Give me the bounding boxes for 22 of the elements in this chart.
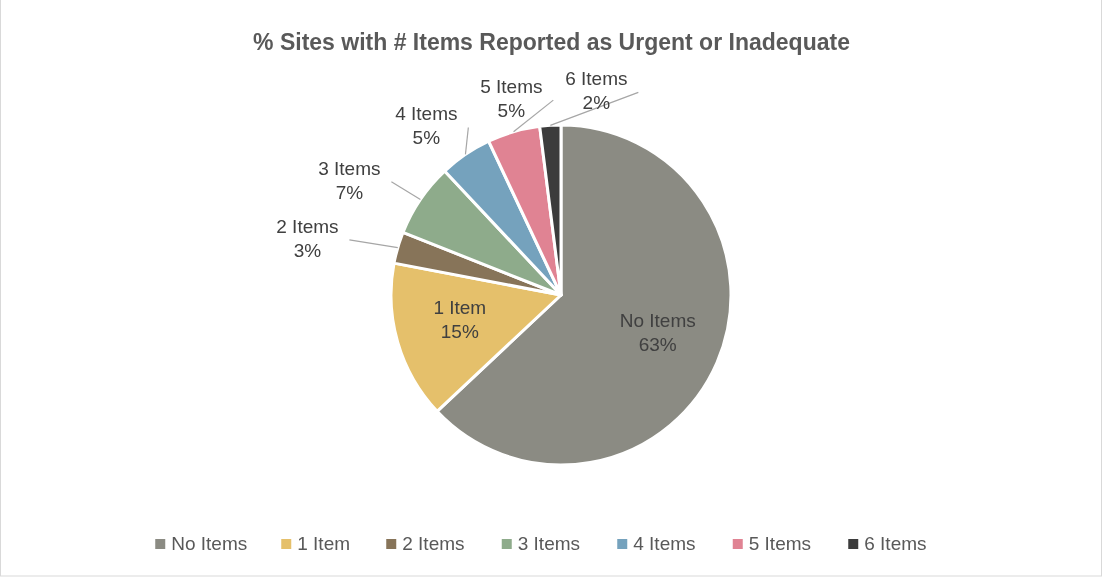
slice-label: 3 Items	[318, 157, 381, 179]
data-label: 3%	[293, 239, 322, 261]
legend-label: 4 Items	[633, 533, 696, 554]
slice-label: No Items	[619, 309, 696, 331]
slice-label: 4 Items	[395, 103, 458, 125]
data-label: 5%	[497, 100, 526, 122]
legend-label: 2 Items	[402, 533, 465, 554]
legend-label: 1 Item	[297, 533, 351, 554]
data-label: 2%	[582, 92, 611, 114]
legend-label: 6 Items	[864, 533, 927, 554]
chart-title: % Sites with # Items Reported as Urgent or Inadequate	[253, 29, 850, 55]
data-label: 63%	[638, 333, 677, 355]
slice-label: 5 Items	[480, 76, 543, 98]
slice-label: 6 Items	[565, 68, 628, 90]
data-label: 15%	[440, 321, 479, 343]
legend-label: 5 Items	[748, 533, 812, 554]
data-label: 7%	[335, 181, 364, 203]
slice-label: 2 Items	[276, 215, 339, 237]
legend-label: No Items	[171, 533, 248, 554]
data-label: 5%	[412, 127, 441, 149]
slice-label: 1 Item	[433, 297, 487, 319]
legend-label: 3 Items	[517, 533, 581, 554]
